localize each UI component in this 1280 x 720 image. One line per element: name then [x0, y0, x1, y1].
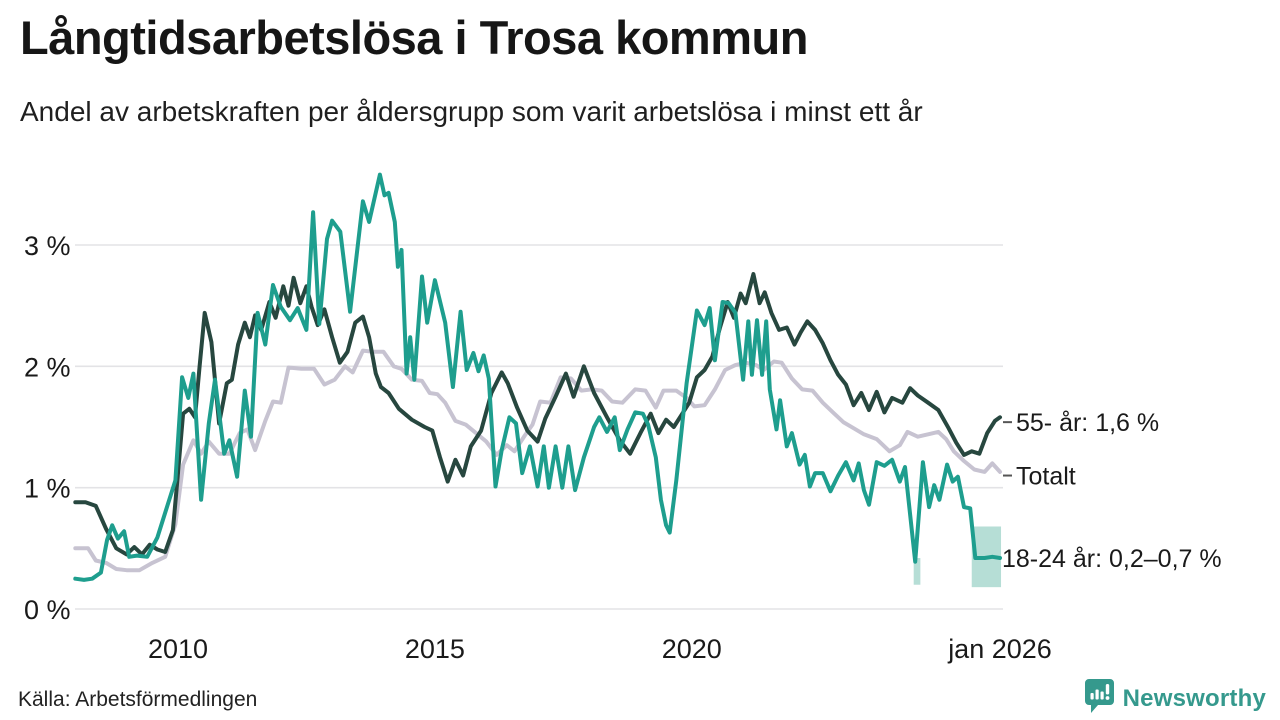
newsworthy-logo-icon — [1084, 678, 1115, 719]
end-label-55-r: 55- år: 1,6 % — [1016, 409, 1159, 437]
x-tick-label: jan 2026 — [947, 634, 1052, 664]
uncertainty-band-0 — [913, 558, 921, 585]
series-line-Totalt — [73, 348, 1002, 573]
newsworthy-branding: Newsworthy — [1084, 678, 1266, 719]
x-axis-labels: 2010 2015 2020 jan 2026 — [148, 634, 1052, 664]
y-tick-label: 2 % — [24, 352, 71, 382]
newsworthy-logo-text: Newsworthy — [1122, 684, 1266, 712]
y-tick-label: 0 % — [24, 595, 71, 625]
series-end-labels: Totalt 55- år: 1,6 % 18-24 år: 0,2–0,7 % — [1002, 409, 1222, 573]
x-tick-label: 2010 — [148, 634, 208, 664]
y-axis-labels: 0 % 1 % 2 % 3 % — [24, 231, 71, 625]
series-line-18-24r — [73, 172, 1002, 582]
source-note: Källa: Arbetsförmedlingen — [18, 688, 258, 711]
x-tick-label: 2015 — [405, 634, 465, 664]
end-label-18-24r: 18-24 år: 0,2–0,7 % — [1002, 545, 1222, 573]
x-tick-label: 2020 — [662, 634, 722, 664]
end-label-Totalt: Totalt — [1016, 463, 1076, 491]
y-tick-label: 1 % — [24, 474, 71, 504]
page-title: Långtidsarbetslösa i Trosa kommun — [20, 11, 808, 64]
y-tick-label: 3 % — [24, 231, 71, 261]
series-line-55-r — [73, 272, 1002, 557]
chart-subtitle: Andel av arbetskraften per åldersgrupp s… — [20, 96, 923, 127]
y-gridlines — [75, 244, 1003, 610]
